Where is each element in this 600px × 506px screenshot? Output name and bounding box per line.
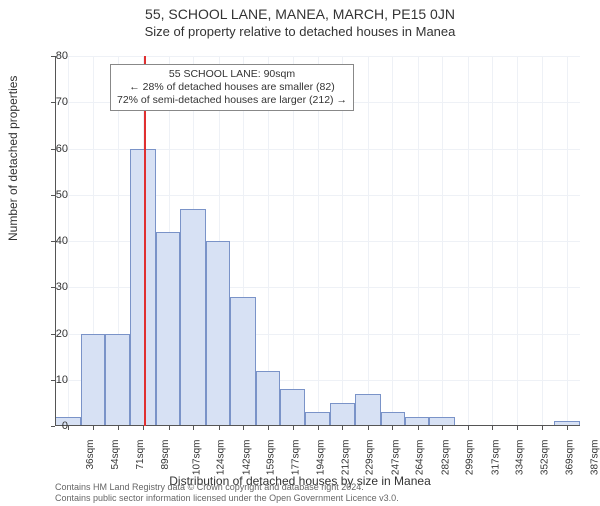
x-tick-mark — [268, 426, 269, 430]
x-tick-label: 36sqm — [85, 440, 96, 470]
info-box-line: 55 SCHOOL LANE: 90sqm — [117, 68, 347, 81]
x-tick-mark — [542, 426, 543, 430]
y-tick-label: 80 — [38, 50, 68, 62]
x-tick-label: 317sqm — [490, 440, 501, 476]
x-tick-mark — [293, 426, 294, 430]
histogram-bar — [156, 232, 180, 426]
x-tick-mark — [492, 426, 493, 430]
grid-line-v — [368, 56, 369, 426]
histogram-bar — [206, 241, 230, 426]
y-tick-label: 60 — [38, 143, 68, 155]
x-tick-label: 54sqm — [110, 440, 121, 470]
x-tick-mark — [193, 426, 194, 430]
histogram-bar — [330, 403, 356, 426]
x-tick-mark — [517, 426, 518, 430]
y-tick-label: 20 — [38, 328, 68, 340]
chart-area: 55 SCHOOL LANE: 90sqm← 28% of detached h… — [55, 56, 580, 426]
info-box: 55 SCHOOL LANE: 90sqm← 28% of detached h… — [110, 64, 354, 111]
x-tick-label: 282sqm — [440, 440, 451, 476]
x-tick-label: 71sqm — [135, 440, 146, 470]
x-axis-line — [55, 425, 580, 426]
info-box-line: 72% of semi-detached houses are larger (… — [117, 94, 347, 107]
y-tick-label: 50 — [38, 189, 68, 201]
histogram-bar — [280, 389, 306, 426]
grid-line-v — [517, 56, 518, 426]
x-tick-label: 194sqm — [315, 440, 326, 476]
histogram-bar — [256, 371, 280, 427]
x-tick-mark — [468, 426, 469, 430]
x-tick-label: 264sqm — [415, 440, 426, 476]
y-tick-label: 40 — [38, 235, 68, 247]
histogram-bar — [230, 297, 256, 427]
x-tick-mark — [442, 426, 443, 430]
x-tick-mark — [342, 426, 343, 430]
x-tick-mark — [169, 426, 170, 430]
histogram-bar — [381, 412, 405, 426]
info-box-line: ← 28% of detached houses are smaller (82… — [117, 81, 347, 94]
grid-line-v — [342, 56, 343, 426]
histogram-bar — [81, 334, 105, 427]
x-tick-label: 142sqm — [241, 440, 252, 476]
histogram-bar — [305, 412, 329, 426]
grid-line-v — [492, 56, 493, 426]
x-tick-mark — [368, 426, 369, 430]
x-tick-mark — [93, 426, 94, 430]
footer-line-2: Contains public sector information licen… — [55, 493, 399, 504]
x-tick-mark — [143, 426, 144, 430]
x-tick-mark — [318, 426, 319, 430]
x-tick-mark — [567, 426, 568, 430]
x-tick-label: 229sqm — [365, 440, 376, 476]
grid-line-v — [318, 56, 319, 426]
x-tick-label: 387sqm — [590, 440, 600, 476]
x-tick-label: 89sqm — [160, 440, 171, 470]
grid-line-v — [418, 56, 419, 426]
plot-area: 55 SCHOOL LANE: 90sqm← 28% of detached h… — [55, 56, 580, 426]
y-axis-label: Number of detached properties — [6, 76, 20, 241]
y-tick-label: 30 — [38, 281, 68, 293]
marker-line — [144, 56, 146, 426]
x-tick-label: 369sqm — [564, 440, 575, 476]
histogram-bar — [105, 334, 131, 427]
y-tick-label: 10 — [38, 374, 68, 386]
x-tick-label: 124sqm — [216, 440, 227, 476]
grid-line-v — [293, 56, 294, 426]
x-tick-mark — [118, 426, 119, 430]
y-tick-label: 0 — [38, 420, 68, 432]
grid-line-v — [392, 56, 393, 426]
footer-line-1: Contains HM Land Registry data © Crown c… — [55, 482, 399, 493]
histogram-bar — [355, 394, 381, 426]
x-tick-mark — [219, 426, 220, 430]
x-tick-label: 299sqm — [465, 440, 476, 476]
x-tick-label: 107sqm — [191, 440, 202, 476]
x-tick-label: 352sqm — [540, 440, 551, 476]
x-tick-label: 334sqm — [514, 440, 525, 476]
x-tick-label: 212sqm — [341, 440, 352, 476]
chart-title-sub: Size of property relative to detached ho… — [0, 24, 600, 39]
x-tick-mark — [418, 426, 419, 430]
x-tick-mark — [243, 426, 244, 430]
y-tick-label: 70 — [38, 96, 68, 108]
histogram-bar — [180, 209, 206, 426]
grid-line-v — [542, 56, 543, 426]
x-tick-mark — [392, 426, 393, 430]
attribution-footer: Contains HM Land Registry data © Crown c… — [55, 482, 399, 504]
grid-line-v — [567, 56, 568, 426]
x-tick-label: 247sqm — [391, 440, 402, 476]
chart-title-main: 55, SCHOOL LANE, MANEA, MARCH, PE15 0JN — [0, 6, 600, 22]
grid-line-v — [468, 56, 469, 426]
grid-line-v — [442, 56, 443, 426]
x-tick-label: 159sqm — [265, 440, 276, 476]
x-tick-label: 177sqm — [291, 440, 302, 476]
